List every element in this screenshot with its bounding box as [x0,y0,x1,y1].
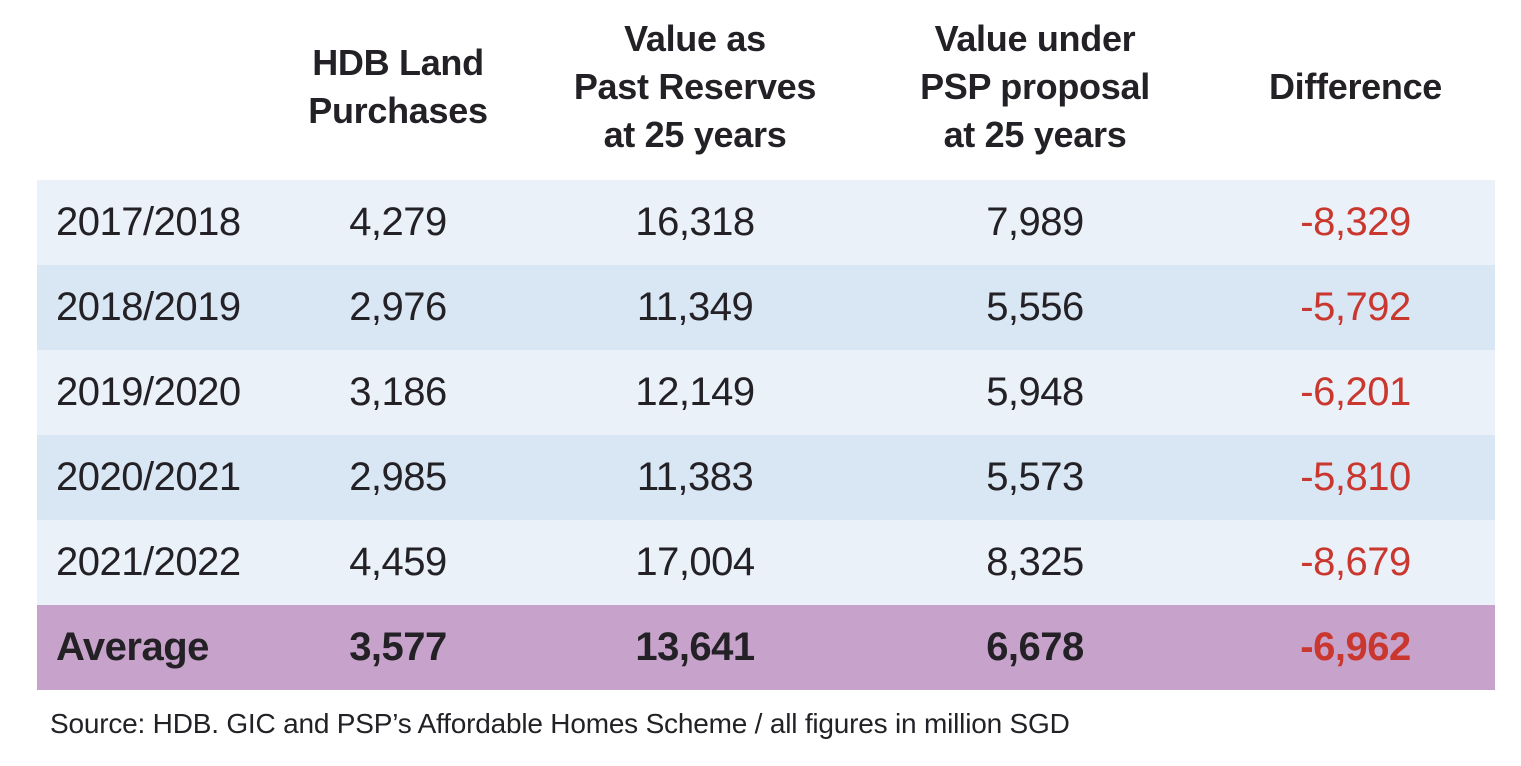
cell-value-psp-proposal: 7,989 [986,200,1084,244]
cell-value-psp-proposal-average: 6,678 [986,625,1084,669]
table-row-2017-2018: 2017/2018 4,279 16,318 7,989 -8,329 [37,180,1495,265]
cell-difference: -5,792 [1300,285,1411,329]
cell-value-past-reserves: 11,349 [636,285,754,329]
column-header-value-past-reserves: Value as Past Reserves at 25 years [573,18,817,155]
table-row-2020-2021: 2020/2021 2,985 11,383 5,573 -5,810 [37,435,1495,520]
column-header-difference: Difference [1268,66,1443,107]
cell-hdb-land-purchases: 4,459 [349,540,447,584]
column-header-hdb-land-purchases: HDB Land Purchases [308,42,488,131]
table-row-2018-2019: 2018/2019 2,976 11,349 5,556 -5,792 [37,265,1495,350]
table-header-row: HDB Land Purchases Value as Past Reserve… [37,8,1495,166]
row-label: 2020/2021 [56,455,241,499]
cell-value-past-reserves-average: 13,641 [635,625,755,669]
cell-hdb-land-purchases: 2,985 [349,455,447,499]
cell-hdb-land-purchases: 2,976 [349,285,447,329]
row-label-average: Average [56,625,209,669]
row-label: 2017/2018 [56,200,241,244]
table-body: 2017/2018 4,279 16,318 7,989 -8,329 2018… [37,180,1495,690]
cell-value-psp-proposal: 8,325 [986,540,1084,584]
table-row-average: Average 3,577 13,641 6,678 -6,962 [37,605,1495,690]
cell-difference: -5,810 [1300,455,1411,499]
column-header-value-psp-proposal: Value under PSP proposal at 25 years [920,18,1150,155]
row-label: 2019/2020 [56,370,241,414]
cell-value-past-reserves: 16,318 [635,200,755,244]
cell-value-psp-proposal: 5,556 [986,285,1084,329]
cell-hdb-land-purchases-average: 3,577 [349,625,447,669]
cell-difference-average: -6,962 [1300,625,1411,669]
cell-difference: -8,329 [1300,200,1411,244]
source-note: Source: HDB. GIC and PSP’s Affordable Ho… [50,708,1070,739]
table-row-2021-2022: 2021/2022 4,459 17,004 8,325 -8,679 [37,520,1495,605]
row-label: 2018/2019 [56,285,241,329]
cell-value-psp-proposal: 5,948 [986,370,1084,414]
cell-value-psp-proposal: 5,573 [986,455,1084,499]
cell-value-past-reserves: 11,383 [636,455,754,499]
table-row-2019-2020: 2019/2020 3,186 12,149 5,948 -6,201 [37,350,1495,435]
cell-value-past-reserves: 17,004 [635,540,755,584]
cell-hdb-land-purchases: 4,279 [349,200,447,244]
cell-hdb-land-purchases: 3,186 [349,370,447,414]
cell-value-past-reserves: 12,149 [635,370,755,414]
cell-difference: -6,201 [1300,370,1411,414]
row-label: 2021/2022 [56,540,241,584]
cell-difference: -8,679 [1300,540,1411,584]
